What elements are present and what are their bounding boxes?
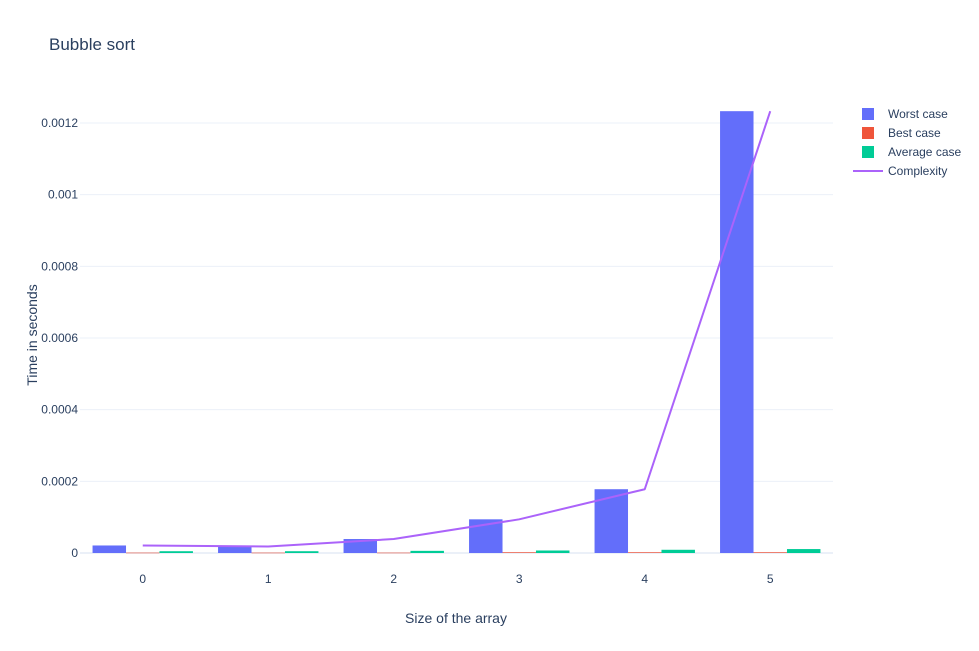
grid-layer	[80, 122, 833, 554]
x-tick-label: 1	[265, 572, 272, 586]
y-axis-title: Time in seconds	[24, 284, 40, 385]
bar-average-case	[661, 549, 695, 553]
bar-average-case	[159, 551, 193, 553]
y-tick-label: 0.0012	[41, 116, 78, 130]
bar-worst-case	[92, 545, 127, 553]
y-tick-label: 0.0008	[41, 259, 78, 273]
legend: Worst case Best case Average case Complexit…	[853, 107, 961, 178]
tick-layer: 0 0.0002 0.0004 0.0006 0.0008 0.001 0.0012 0 1 2 3…	[41, 116, 774, 586]
bar-average-case	[410, 550, 444, 553]
chart-title: Bubble sort	[49, 35, 135, 54]
x-axis-title: Size of the array	[405, 610, 507, 626]
bar-worst-case	[720, 111, 754, 554]
bar-average-case	[786, 549, 821, 553]
y-tick-label: 0.0006	[41, 331, 78, 345]
x-tick-label: 0	[139, 572, 146, 586]
legend-label-average-case: Average case	[888, 145, 961, 159]
x-tick-label: 5	[767, 572, 774, 586]
legend-swatch-average-case	[862, 146, 874, 158]
legend-label-best-case: Best case	[888, 126, 941, 140]
x-tick-label: 2	[390, 572, 397, 586]
legend-swatch-best-case	[862, 127, 874, 139]
y-tick-label: 0.001	[48, 188, 78, 202]
y-tick-label: 0.0004	[41, 403, 78, 417]
bar-average-case	[284, 551, 319, 553]
y-tick-label: 0	[71, 546, 78, 560]
bar-layer	[92, 111, 821, 554]
x-tick-label: 4	[641, 572, 648, 586]
y-tick-label: 0.0002	[41, 474, 78, 488]
bar-best-case	[502, 552, 536, 553]
legend-label-worst-case: Worst case	[888, 107, 948, 121]
bar-worst-case	[594, 489, 629, 553]
bar-best-case	[377, 552, 411, 554]
legend-swatch-worst-case	[862, 108, 874, 120]
bar-worst-case	[218, 546, 252, 553]
line-complexity	[142, 110, 772, 548]
bar-best-case	[628, 552, 662, 553]
x-tick-label: 3	[516, 572, 523, 586]
bar-average-case	[535, 550, 570, 553]
bar-best-case	[251, 552, 285, 554]
legend-label-complexity: Complexity	[888, 164, 947, 178]
bar-best-case	[126, 552, 160, 554]
line-layer	[142, 110, 772, 548]
bar-best-case	[753, 552, 787, 553]
